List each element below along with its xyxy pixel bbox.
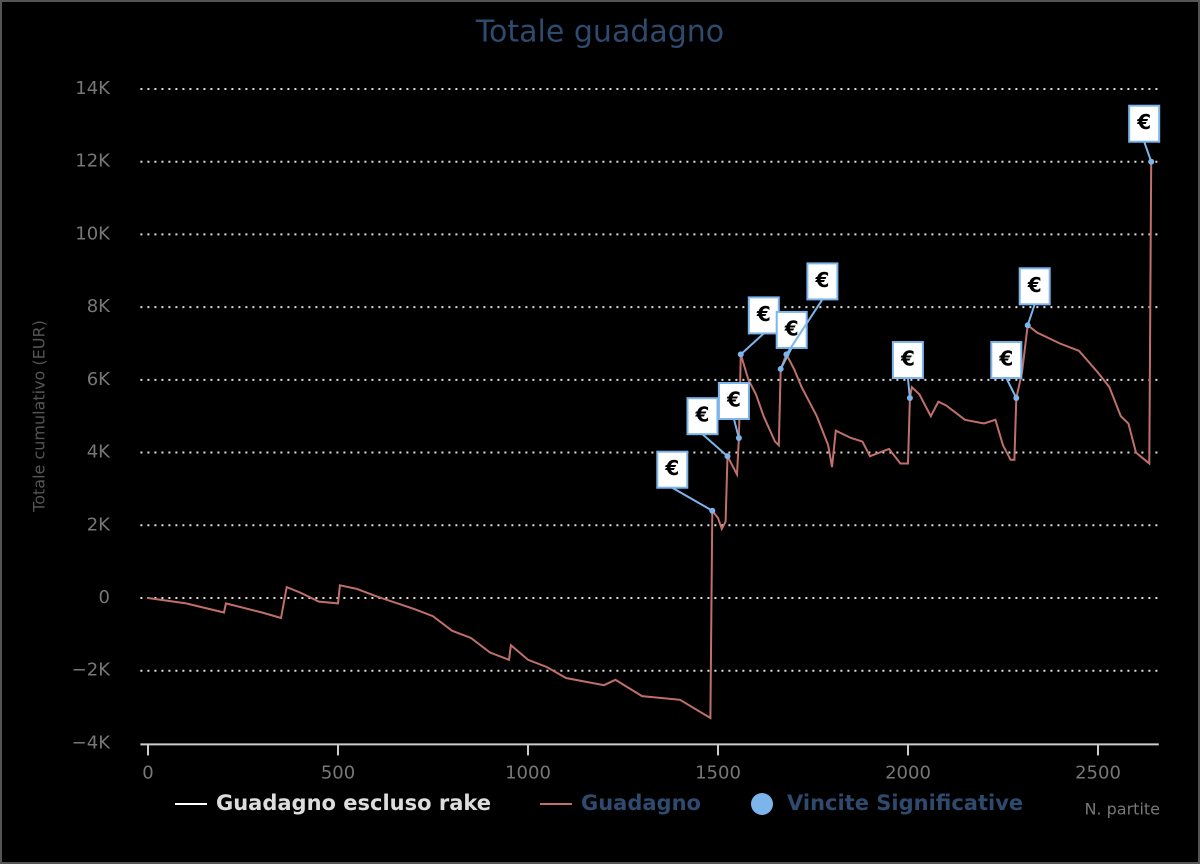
win-point bbox=[1148, 158, 1155, 165]
y-tick-label: 6K bbox=[87, 369, 111, 390]
y-tick-label: 2K bbox=[87, 514, 111, 535]
y-tick-label: 12K bbox=[75, 151, 111, 172]
legend-symbol bbox=[751, 793, 773, 815]
flag-box bbox=[1128, 104, 1161, 143]
flag-connector bbox=[740, 332, 765, 356]
flag-connector bbox=[785, 298, 824, 355]
flag-connector bbox=[671, 486, 713, 512]
x-tick-label: 2000 bbox=[885, 762, 931, 783]
flag-label: € bbox=[814, 268, 829, 292]
chart-title: Totale guadagno bbox=[475, 15, 724, 50]
legend-label[interactable]: Guadagno bbox=[581, 791, 701, 815]
flag-label: € bbox=[1027, 273, 1042, 297]
flag-connector bbox=[1143, 141, 1153, 163]
flag-connector bbox=[1026, 303, 1036, 326]
win-point bbox=[724, 453, 731, 460]
flag-box bbox=[990, 341, 1023, 380]
flag-label: € bbox=[998, 347, 1013, 371]
win-point bbox=[777, 365, 784, 372]
flag-label: € bbox=[664, 456, 679, 480]
y-tick-label: 10K bbox=[75, 223, 111, 244]
win-point bbox=[1024, 322, 1031, 329]
y-tick-label: 4K bbox=[87, 442, 111, 463]
flag-label: € bbox=[756, 302, 771, 326]
x-axis-title: N. partite bbox=[1084, 800, 1160, 819]
flag-connector bbox=[701, 433, 729, 457]
x-tick-label: 2500 bbox=[1075, 762, 1121, 783]
flag-connector bbox=[779, 347, 793, 370]
y-tick-label: 0 bbox=[99, 587, 110, 608]
series-line bbox=[147, 161, 1153, 720]
flag-connector bbox=[732, 418, 740, 439]
legend-label[interactable]: Guadagno escluso rake bbox=[216, 791, 491, 815]
win-point bbox=[709, 507, 716, 514]
flag-box bbox=[686, 397, 719, 436]
x-tick-label: 0 bbox=[142, 762, 153, 783]
flag-label: € bbox=[1136, 110, 1151, 134]
flag-box bbox=[656, 450, 689, 489]
flag-box bbox=[806, 262, 839, 301]
flag-label: € bbox=[900, 347, 915, 371]
x-tick-label: 1000 bbox=[505, 762, 551, 783]
flag-connector bbox=[1005, 377, 1018, 399]
y-tick-label: 8K bbox=[87, 296, 111, 317]
flag-label: € bbox=[726, 388, 741, 412]
win-point bbox=[1013, 395, 1020, 402]
x-tick-label: 500 bbox=[321, 762, 355, 783]
y-tick-label: −4K bbox=[72, 732, 112, 753]
y-tick-label: −2K bbox=[72, 660, 112, 681]
win-point bbox=[783, 351, 790, 358]
flag-label: € bbox=[695, 403, 710, 427]
flag-label: € bbox=[784, 316, 799, 340]
win-point bbox=[737, 351, 744, 358]
win-point bbox=[735, 435, 742, 442]
flag-box bbox=[891, 341, 924, 380]
legend-label[interactable]: Vincite Significative bbox=[787, 791, 1023, 815]
y-tick-label: 14K bbox=[75, 78, 111, 99]
y-axis-title: Totale cumulativo (EUR) bbox=[30, 320, 49, 513]
flag-box bbox=[717, 382, 750, 421]
x-tick-label: 1500 bbox=[695, 762, 741, 783]
flag-box bbox=[747, 296, 780, 335]
win-point bbox=[906, 395, 913, 402]
flag-box bbox=[1018, 267, 1051, 306]
flag-connector bbox=[906, 377, 911, 399]
